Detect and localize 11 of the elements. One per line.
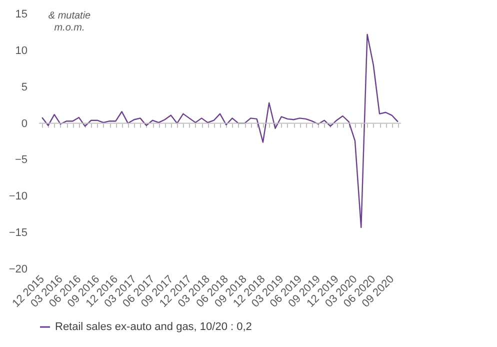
y-tick-label: 5	[21, 81, 28, 94]
y-tick-label: −10	[8, 190, 28, 203]
legend-label: Retail sales ex-auto and gas, 10/20 : 0,2	[55, 321, 252, 333]
y-tick-label: −15	[8, 227, 28, 240]
y-tick-label: 0	[21, 118, 28, 130]
y-tick-label: 15	[15, 8, 28, 20]
y-tick-label: −20	[8, 264, 28, 276]
y-axis-title: & mutatie m.o.m.	[48, 10, 92, 34]
y-tick-label: 10	[15, 44, 28, 57]
y-tick-label: −5	[14, 154, 28, 166]
line-series	[41, 34, 399, 228]
